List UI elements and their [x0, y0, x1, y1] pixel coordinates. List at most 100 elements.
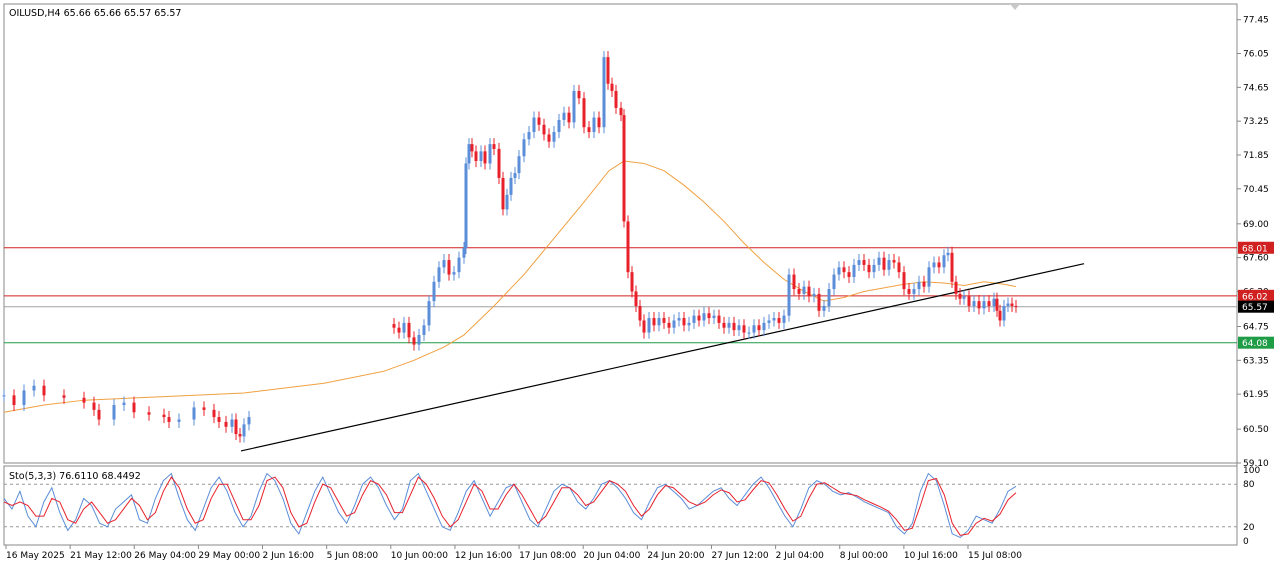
candle-body — [522, 139, 526, 157]
candle-body — [1002, 305, 1006, 321]
candle-body — [717, 315, 721, 323]
time-axis-label: 10 Jun 00:00 — [391, 551, 448, 561]
candle-body — [977, 301, 981, 309]
candle-body — [692, 315, 696, 323]
candle-body — [782, 315, 786, 323]
price-axis-label: 70.45 — [1243, 185, 1269, 195]
stochastic-main-line[interactable] — [3, 472, 1017, 539]
candle-body — [470, 144, 474, 152]
time-axis-label: 12 Jun 16:00 — [455, 551, 512, 561]
candle-body — [527, 132, 531, 140]
candle-body — [497, 148, 501, 178]
price-axis-label: 64.75 — [1243, 323, 1269, 333]
candle-body — [954, 281, 958, 294]
candle-body — [147, 412, 151, 415]
candle-body — [762, 322, 766, 331]
candle-body — [247, 417, 251, 425]
stochastic-axis-label: 20 — [1243, 523, 1255, 533]
candle-body — [638, 305, 642, 321]
candle-body — [622, 115, 626, 222]
stochastic-axis-label: 0 — [1243, 537, 1249, 547]
candle-body — [946, 252, 950, 256]
candle-body — [647, 318, 651, 333]
candle-body — [657, 318, 661, 326]
candle-body — [412, 337, 416, 345]
candle-body — [872, 264, 876, 273]
time-axis-label: 8 Jul 00:00 — [840, 551, 889, 561]
candle-body — [474, 151, 478, 162]
price-axis-label: 67.60 — [1243, 254, 1269, 264]
moving-average-line[interactable] — [3, 160, 1017, 413]
candle-body — [467, 144, 471, 164]
candle-body — [132, 402, 136, 413]
current-price-line-value: 65.57 — [1242, 303, 1268, 313]
candle-body — [167, 417, 171, 422]
candle-body — [592, 117, 596, 133]
candle-body — [767, 320, 771, 323]
time-axis-label: 24 Jun 20:00 — [647, 551, 704, 561]
candle-body — [837, 267, 841, 275]
candle-body — [567, 112, 571, 123]
trendline[interactable] — [240, 263, 1085, 452]
resistance-line-high-value: 68.01 — [1242, 244, 1268, 254]
candle-body — [827, 289, 831, 306]
candle-body — [792, 274, 796, 290]
price-axis-label: 63.35 — [1243, 356, 1269, 366]
candle-body — [577, 90, 581, 99]
candle-body — [882, 257, 886, 270]
candle-body — [32, 385, 36, 391]
candle-body — [192, 407, 196, 420]
candle-body — [488, 144, 492, 164]
triangle-down-icon[interactable] — [1010, 4, 1020, 10]
candle-body — [626, 221, 630, 273]
candle-body — [747, 332, 751, 334]
candle-body — [777, 318, 781, 323]
candle-body — [892, 260, 896, 263]
candle-body — [242, 424, 246, 437]
candle-body — [1010, 303, 1014, 306]
stochastic-panel[interactable] — [3, 465, 1238, 546]
candle-body — [557, 119, 561, 133]
stochastic-signal-line[interactable] — [3, 476, 1017, 536]
candle-body — [230, 419, 234, 427]
candle-body — [1014, 305, 1018, 307]
candle-body — [992, 298, 996, 306]
candle-body — [857, 260, 861, 265]
candle-body — [542, 124, 546, 135]
candle-body — [447, 260, 451, 275]
candle-body — [982, 301, 986, 309]
candle-body — [238, 434, 242, 437]
candle-body — [62, 395, 66, 398]
candle-body — [752, 325, 756, 333]
candle-body — [687, 322, 691, 326]
price-panel[interactable] — [3, 3, 1238, 464]
candle-body — [501, 177, 505, 210]
time-axis-label: 15 Jul 08:00 — [968, 551, 1022, 561]
current-price-line-badge — [1238, 300, 1274, 313]
candle-body — [995, 298, 999, 311]
candle-body — [922, 281, 926, 287]
stochastic-axis-label: 80 — [1243, 480, 1255, 490]
candle-body — [202, 407, 206, 410]
candle-body — [1006, 303, 1010, 306]
candle-body — [217, 417, 221, 422]
candle-body — [606, 57, 610, 84]
candle-body — [532, 117, 536, 133]
candle-body — [832, 274, 836, 290]
stochastic-header: Sto(5,3,3) 76.6110 68.4492 — [9, 471, 141, 482]
resistance-line-low-value: 66.02 — [1242, 292, 1268, 302]
candle-body — [642, 320, 646, 333]
candle-body — [597, 117, 601, 128]
time-axis-label: 17 Jun 08:00 — [519, 551, 576, 561]
candle-body — [427, 301, 431, 326]
candle-body — [950, 252, 954, 282]
candle-body — [822, 305, 826, 311]
time-axis-label: 2 Jul 04:00 — [776, 551, 825, 561]
candle-body — [987, 301, 991, 306]
resistance-line-high-badge — [1238, 241, 1274, 254]
candle-body — [552, 132, 556, 142]
candle-body — [682, 318, 686, 326]
candle-body — [97, 409, 101, 420]
candle-body — [797, 289, 801, 294]
